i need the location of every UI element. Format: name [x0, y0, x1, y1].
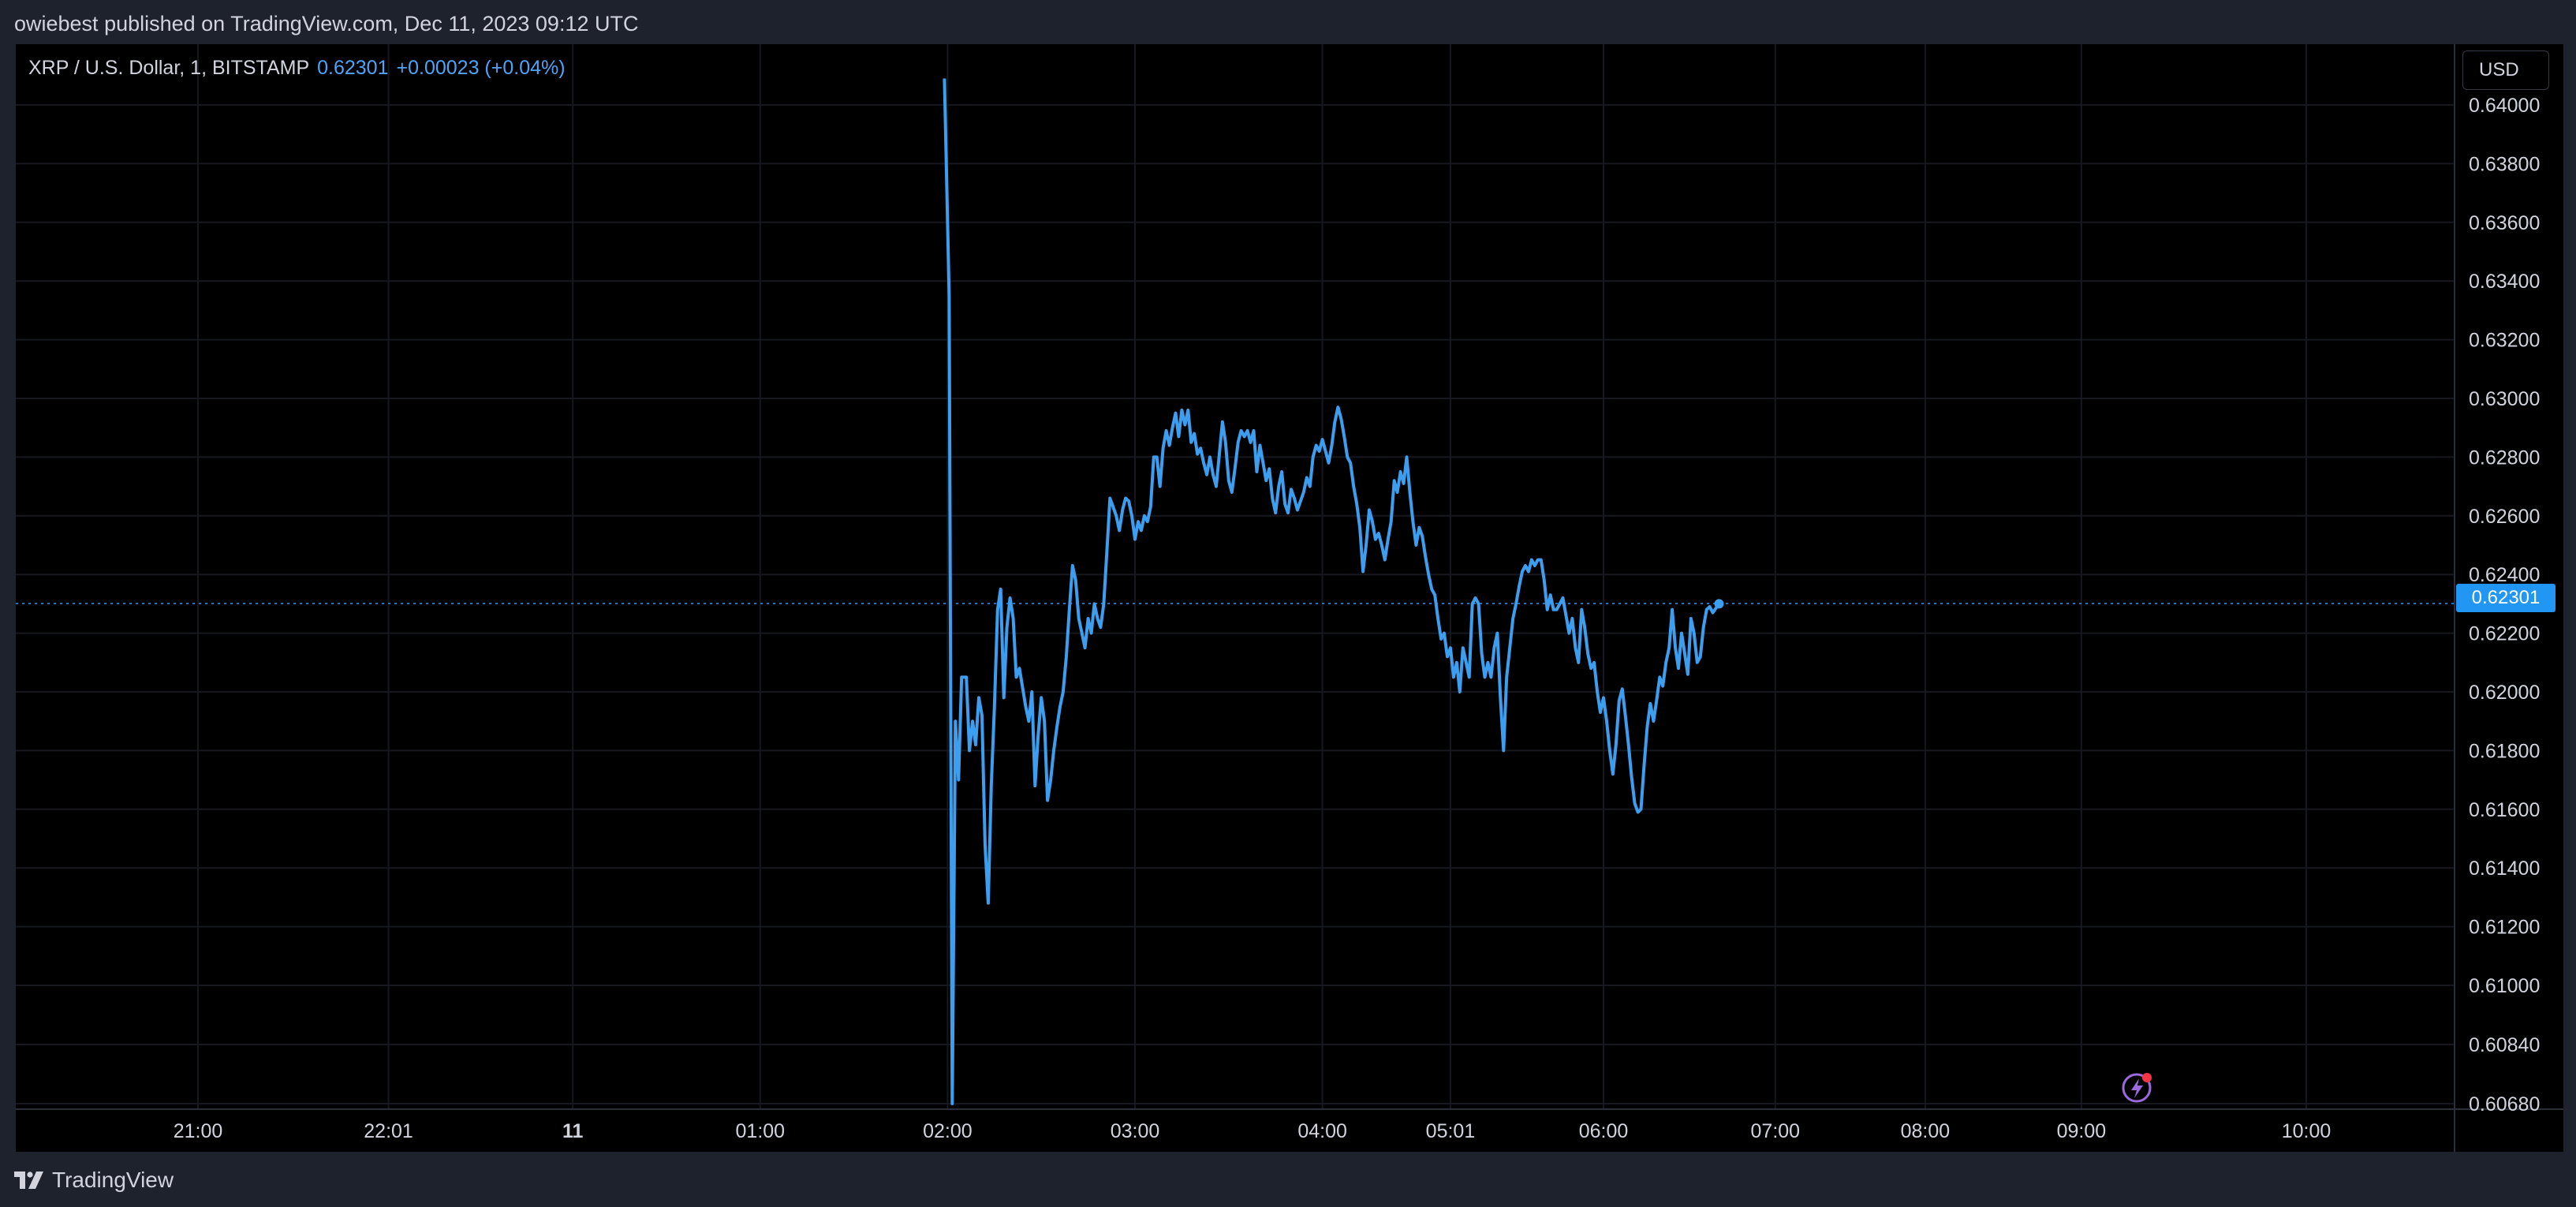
lightning-icon[interactable]: [2120, 1070, 2155, 1108]
x-tick-label: 22:01: [364, 1120, 413, 1142]
price-chart[interactable]: 0.64000 0.63800 0.63600 0.63400 0.63200 0.630…: [16, 44, 2563, 1152]
footer-brand-label: TradingView: [52, 1168, 174, 1192]
y-tick-label: 0.63600: [2469, 212, 2540, 234]
symbol-title[interactable]: XRP / U.S. Dollar, 1, BITSTAMP: [28, 57, 310, 79]
x-tick-label: 10:00: [2282, 1120, 2331, 1142]
x-tick-label: 03:00: [1111, 1120, 1160, 1142]
x-tick-label: 11: [562, 1120, 584, 1142]
x-tick-label: 05:01: [1426, 1120, 1476, 1142]
footer: TradingView: [0, 1152, 2576, 1207]
y-tick-label: 0.62000: [2469, 682, 2540, 704]
chart-area[interactable]: 0.64000 0.63800 0.63600 0.63400 0.63200 0.630…: [16, 44, 2563, 1152]
last-price-value: 0.62301: [317, 57, 389, 79]
y-tick-label: 0.61400: [2469, 858, 2540, 880]
y-tick-label: 0.63800: [2469, 153, 2540, 175]
y-tick-label: 0.61800: [2469, 740, 2540, 762]
last-price-tag: 0.62301: [2456, 584, 2555, 612]
time-axis[interactable]: 21:00 22:01 11 01:00 02:00 03:00 04:00 05:01 06:…: [174, 1120, 2331, 1142]
x-tick-label: 21:00: [174, 1120, 223, 1142]
y-tick-label: 0.62200: [2469, 623, 2540, 645]
y-tick-label: 0.63000: [2469, 388, 2540, 410]
x-tick-label: 07:00: [1751, 1120, 1801, 1142]
y-tick-label: 0.62800: [2469, 447, 2540, 469]
x-tick-label: 02:00: [923, 1120, 973, 1142]
symbol-legend[interactable]: XRP / U.S. Dollar, 1, BITSTAMP 0.62301 +0.…: [28, 55, 566, 80]
x-tick-label: 06:00: [1579, 1120, 1629, 1142]
y-tick-label: 0.62400: [2469, 564, 2540, 586]
price-axis[interactable]: 0.64000 0.63800 0.63600 0.63400 0.63200 0.630…: [2469, 95, 2540, 1115]
x-tick-label: 01:00: [736, 1120, 786, 1142]
y-tick-label: 0.62600: [2469, 506, 2540, 528]
y-tick-label: 0.63200: [2469, 330, 2540, 352]
y-tick-label: 0.61000: [2469, 975, 2540, 997]
y-tick-label: 0.61600: [2469, 799, 2540, 821]
price-change: +0.00023 (+0.04%): [396, 57, 566, 79]
y-tick-label: 0.64000: [2469, 95, 2540, 117]
y-tick-label: 0.61200: [2469, 917, 2540, 939]
tradingview-logo-icon: [14, 1172, 43, 1189]
y-tick-label: 0.60680: [2469, 1093, 2540, 1115]
footer-brand[interactable]: TradingView: [14, 1168, 174, 1193]
x-tick-label: 09:00: [2057, 1120, 2107, 1142]
y-tick-label: 0.60840: [2469, 1034, 2540, 1056]
publish-header: owiebest published on TradingView.com, D…: [14, 12, 639, 36]
series-line: [943, 78, 1721, 1105]
y-tick-label: 0.63400: [2469, 271, 2540, 293]
x-tick-label: 04:00: [1297, 1120, 1347, 1142]
grid: [16, 44, 2455, 1109]
last-point: [1714, 599, 1724, 609]
x-tick-label: 08:00: [1901, 1120, 1951, 1142]
currency-button[interactable]: USD: [2462, 50, 2549, 90]
